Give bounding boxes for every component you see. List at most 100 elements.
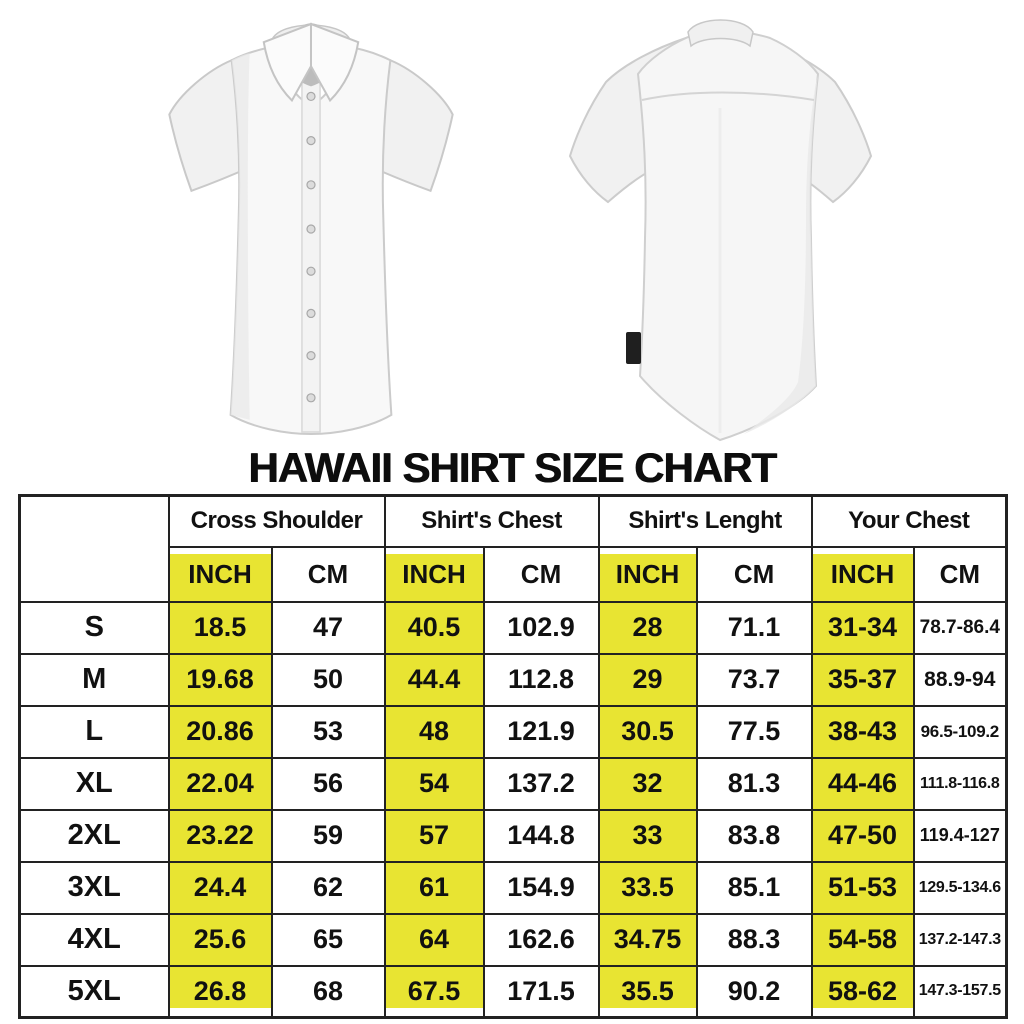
table-cell: 26.8	[167, 964, 273, 1019]
column-group-cross-shoulder: Cross Shoulder	[167, 494, 386, 548]
table-cell: 23.22	[167, 808, 273, 863]
table-cell: 61	[383, 860, 485, 915]
table-cell: 29	[597, 652, 698, 707]
table-group-header-row: Cross Shoulder Shirt's Chest Shirt's Len…	[18, 494, 1008, 603]
table-row-2xl: 2XL 23.22 59 57 144.8 33 83.8 47-50 119.…	[18, 808, 1008, 863]
size-label: 2XL	[18, 808, 170, 863]
unit-header-cm: CM	[912, 545, 1008, 603]
unit-header-cm: CM	[270, 545, 386, 603]
table-cell: 40.5	[383, 600, 485, 655]
table-cell: 137.2	[482, 756, 600, 811]
table-cell: 88.3	[695, 912, 813, 967]
unit-header-cm: CM	[695, 545, 813, 603]
table-cell: 53	[270, 704, 386, 759]
table-cell: 35.5	[597, 964, 698, 1019]
size-label: M	[18, 652, 170, 707]
table-cell: 67.5	[383, 964, 485, 1019]
size-label: L	[18, 704, 170, 759]
table-cell: 44-46	[810, 756, 915, 811]
table-cell: 44.4	[383, 652, 485, 707]
front-button-placket	[301, 79, 321, 433]
table-row-s: S 18.5 47 40.5 102.9 28 71.1 31-34 78.7-…	[18, 600, 1008, 655]
unit-header-inch: INCH	[810, 545, 915, 603]
table-row-xl: XL 22.04 56 54 137.2 32 81.3 44-46 111.8…	[18, 756, 1008, 811]
table-cell: 73.7	[695, 652, 813, 707]
table-cell: 90.2	[695, 964, 813, 1019]
size-label: XL	[18, 756, 170, 811]
table-cell: 64	[383, 912, 485, 967]
size-label: S	[18, 600, 170, 655]
table-cell: 33.5	[597, 860, 698, 915]
table-cell: 47	[270, 600, 386, 655]
table-cell: 50	[270, 652, 386, 707]
table-cell: 33	[597, 808, 698, 863]
table-cell: 77.5	[695, 704, 813, 759]
table-cell: 144.8	[482, 808, 600, 863]
table-cell: 59	[270, 808, 386, 863]
front-side-shadow	[230, 53, 250, 420]
front-left-sleeve	[168, 58, 257, 193]
table-row-m: M 19.68 50 44.4 112.8 29 73.7 35-37 88.9…	[18, 652, 1008, 707]
table-cell: 102.9	[482, 600, 600, 655]
table-unit-header-row: INCH CM INCH CM INCH CM INCH CM	[20, 545, 1008, 603]
unit-header-cm: CM	[482, 545, 600, 603]
column-group-shirts-chest: Shirt's Chest	[383, 494, 600, 548]
table-row-l: L 20.86 53 48 121.9 30.5 77.5 38-43 96.5…	[18, 704, 1008, 759]
table-cell: 129.5-134.6	[912, 860, 1008, 915]
table-cell: 83.8	[695, 808, 813, 863]
table-cell: 25.6	[167, 912, 273, 967]
table-cell: 85.1	[695, 860, 813, 915]
table-cell: 162.6	[482, 912, 600, 967]
table-cell: 31-34	[810, 600, 915, 655]
shirt-front-image	[168, 22, 454, 435]
column-group-shirts-length: Shirt's Lenght	[597, 494, 813, 548]
table-cell: 96.5-109.2	[912, 704, 1008, 759]
table-cell: 137.2-147.3	[912, 912, 1008, 967]
table-cell: 57	[383, 808, 485, 863]
table-cell: 20.86	[167, 704, 273, 759]
table-cell: 22.04	[167, 756, 273, 811]
table-cell: 24.4	[167, 860, 273, 915]
table-cell: 35-37	[810, 652, 915, 707]
unit-header-inch: INCH	[167, 545, 273, 603]
back-collar	[687, 19, 754, 48]
back-hem-tag	[626, 332, 641, 364]
table-cell: 65	[270, 912, 386, 967]
table-cell: 88.9-94	[912, 652, 1008, 707]
front-right-sleeve	[365, 58, 454, 193]
table-cell: 112.8	[482, 652, 600, 707]
front-buttons	[306, 91, 316, 403]
size-label: 5XL	[18, 964, 170, 1019]
table-cell: 19.68	[167, 652, 273, 707]
table-cell: 47-50	[810, 808, 915, 863]
corner-cell	[18, 494, 170, 603]
table-cell: 56	[270, 756, 386, 811]
size-label: 4XL	[18, 912, 170, 967]
table-cell: 30.5	[597, 704, 698, 759]
table-cell: 62	[270, 860, 386, 915]
table-cell: 38-43	[810, 704, 915, 759]
table-cell: 48	[383, 704, 485, 759]
table-cell: 119.4-127	[912, 808, 1008, 863]
table-cell: 18.5	[167, 600, 273, 655]
table-cell: 28	[597, 600, 698, 655]
table-cell: 32	[597, 756, 698, 811]
page-title: HAWAII SHIRT SIZE CHART	[248, 444, 777, 491]
table-cell: 58-62	[810, 964, 915, 1019]
table-row-4xl: 4XL 25.6 65 64 162.6 34.75 88.3 54-58 13…	[18, 912, 1008, 967]
table-cell: 34.75	[597, 912, 698, 967]
size-label: 3XL	[18, 860, 170, 915]
front-collar-right	[309, 22, 360, 103]
table-cell: 68	[270, 964, 386, 1019]
table-row-3xl: 3XL 24.4 62 61 154.9 33.5 85.1 51-53 129…	[18, 860, 1008, 915]
back-yoke-seam	[641, 91, 815, 101]
size-table: Cross Shoulder Shirt's Chest Shirt's Len…	[18, 494, 1009, 1019]
table-cell: 111.8-116.8	[912, 756, 1008, 811]
shirt-back-image	[568, 19, 873, 442]
table-cell: 51-53	[810, 860, 915, 915]
column-group-your-chest: Your Chest	[810, 494, 1008, 548]
table-row-5xl: 5XL 26.8 68 67.5 171.5 35.5 90.2 58-62 1…	[18, 964, 1008, 1019]
unit-header-inch: INCH	[383, 545, 485, 603]
table-cell: 171.5	[482, 964, 600, 1019]
